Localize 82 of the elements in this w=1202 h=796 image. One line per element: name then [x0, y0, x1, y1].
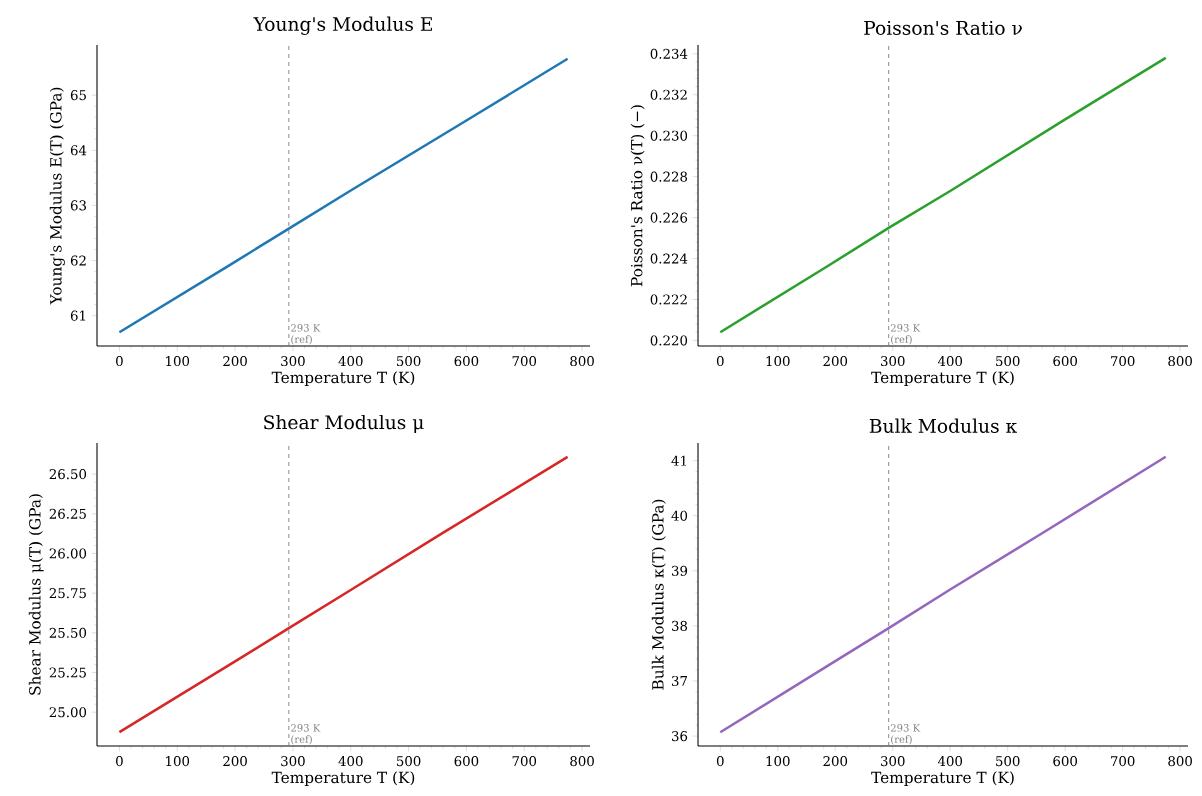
x-axis-title: Temperature T (K)	[271, 371, 415, 387]
chart-title: Young's Modulus E	[253, 16, 432, 35]
y-tick-label: 65	[70, 90, 86, 101]
y-tick-label: 39	[672, 565, 688, 576]
x-tick-label: 500	[396, 356, 421, 367]
x-tick-label: 0	[116, 356, 123, 367]
x-tick-label: 800	[1168, 756, 1192, 767]
y-tick-label: 0.230	[650, 130, 688, 141]
x-tick-label: 800	[570, 756, 594, 767]
y-axis-title: Poisson's Ratio ν(T) (−)	[630, 105, 645, 287]
line-series	[118, 455, 569, 734]
ref-line-label: 293 K (ref)	[291, 724, 321, 745]
y-tick-label: 25.25	[49, 667, 86, 678]
chart-title: Shear Modulus μ	[264, 414, 424, 433]
x-tick-label: 0	[116, 756, 123, 767]
x-tick-label: 700	[512, 756, 537, 767]
x-tick-label: 100	[166, 356, 190, 367]
y-tick-label: 63	[70, 200, 86, 211]
y-tick-label: 0.226	[650, 212, 688, 223]
y-tick-label: 62	[70, 255, 86, 266]
y-tick-label: 0.224	[650, 253, 688, 264]
x-axis-title: Temperature T (K)	[871, 371, 1014, 387]
x-tick-label: 500	[996, 356, 1020, 367]
x-tick-label: 600	[1053, 756, 1078, 767]
x-tick-label: 100	[166, 756, 190, 767]
y-tick-label: 37	[672, 675, 688, 687]
x-tick-label: 200	[223, 356, 247, 367]
x-tick-label: 300	[881, 756, 905, 767]
x-tick-label: 200	[823, 356, 848, 367]
y-tick-label: 25.50	[49, 627, 87, 638]
y-axis-title: Young's Modulus E(T) (GPa)	[49, 87, 65, 305]
x-tick-label: 500	[396, 756, 421, 767]
y-tick-label: 26.25	[49, 508, 86, 519]
y-tick-label: 26.50	[49, 469, 87, 480]
x-tick-label: 700	[1111, 756, 1135, 767]
ref-line-label: 293 K (ref)	[890, 724, 921, 745]
x-tick-label: 100	[766, 356, 790, 367]
y-tick-label: 0.222	[650, 294, 687, 305]
y-tick-label: 25.75	[49, 588, 86, 599]
y-tick-label: 40	[671, 510, 688, 521]
line-series	[118, 57, 569, 334]
chart-title: Bulk Modulus κ	[869, 418, 1017, 433]
y-tick-label: 61	[70, 310, 86, 321]
y-tick-label: 0.232	[650, 89, 687, 100]
ref-line-label: 293 K (ref)	[890, 324, 921, 345]
x-tick-label: 0	[716, 756, 724, 767]
y-axis-title: Shear Modulus μ(T) (GPa)	[28, 494, 44, 695]
ref-line-label: 293 K (ref)	[291, 324, 321, 345]
chart-title: Poisson's Ratio ν	[864, 20, 1022, 35]
x-tick-label: 400	[937, 356, 963, 367]
y-tick-label: 41	[671, 455, 687, 466]
y-tick-label: 38	[672, 620, 688, 631]
x-tick-label: 300	[281, 356, 305, 367]
x-tick-label: 600	[454, 356, 479, 367]
line-series	[719, 56, 1168, 334]
x-tick-label: 300	[881, 356, 905, 367]
x-tick-label: 600	[1053, 356, 1078, 367]
y-tick-label: 0.228	[650, 171, 688, 182]
x-tick-label: 200	[823, 756, 848, 767]
x-tick-label: 400	[937, 756, 963, 767]
x-tick-label: 700	[512, 356, 537, 367]
y-tick-label: 26.00	[49, 548, 87, 559]
x-tick-label: 700	[1111, 356, 1135, 367]
x-tick-label: 300	[281, 756, 305, 767]
x-tick-label: 500	[996, 756, 1020, 767]
y-tick-label: 36	[672, 731, 688, 742]
x-axis-title: Temperature T (K)	[271, 771, 415, 787]
x-tick-label: 600	[454, 756, 479, 767]
y-tick-label: 0.220	[650, 335, 688, 346]
x-tick-label: 800	[570, 356, 594, 367]
y-axis-title: Bulk Modulus κ(T) (GPa)	[651, 499, 666, 690]
y-tick-label: 0.234	[650, 48, 688, 59]
x-tick-label: 200	[223, 756, 247, 767]
x-tick-label: 100	[766, 756, 790, 767]
x-tick-label: 0	[716, 356, 724, 367]
y-tick-label: 64	[70, 145, 87, 156]
x-tick-label: 400	[338, 756, 363, 767]
y-tick-label: 25.00	[49, 707, 87, 718]
line-series	[719, 455, 1168, 734]
x-tick-label: 400	[338, 356, 363, 367]
x-axis-title: Temperature T (K)	[871, 771, 1014, 787]
x-tick-label: 800	[1168, 356, 1192, 367]
